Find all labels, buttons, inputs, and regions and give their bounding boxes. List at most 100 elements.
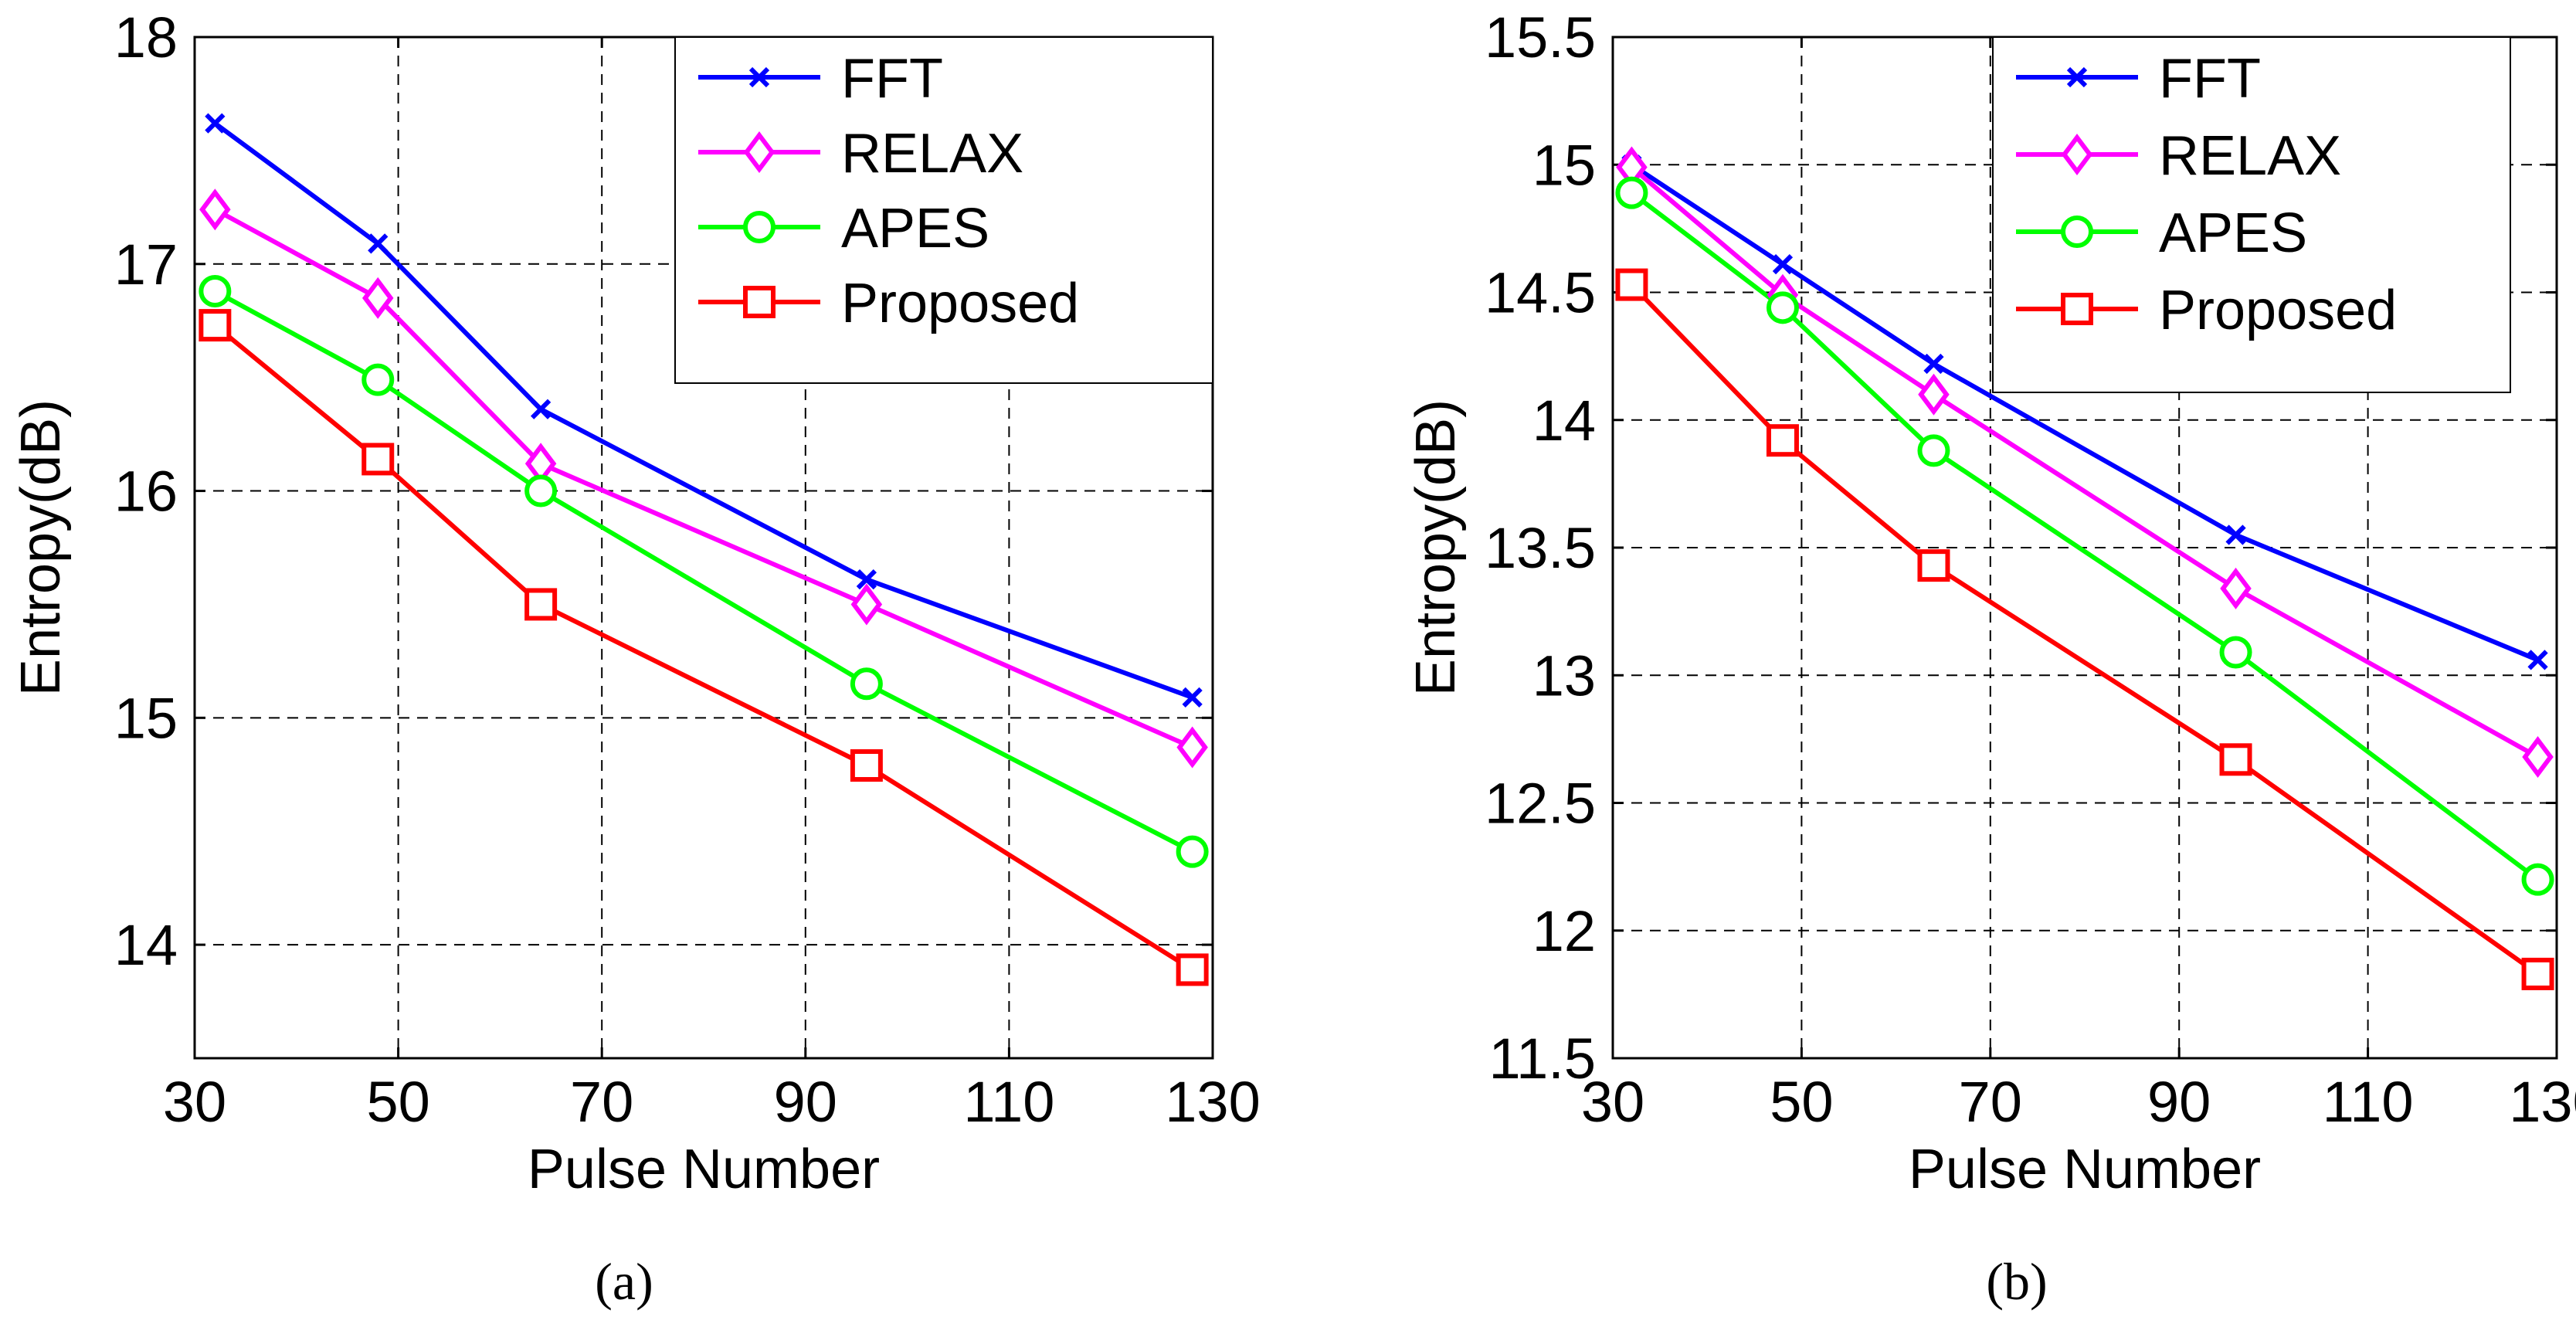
x-tick-labels: 30 50 70 90 110 130 — [1581, 1070, 2576, 1134]
y-tick-label: 11.5 — [1488, 1027, 1596, 1091]
x-tick-label: 30 — [1581, 1070, 1644, 1134]
data-point-proposed — [850, 749, 883, 782]
legend-label-apes: APES — [2159, 202, 2307, 264]
legend-marker-symbol — [748, 66, 770, 88]
data-point-fft — [368, 233, 389, 254]
legend-entry-proposed: Proposed — [2016, 280, 2397, 341]
x-tick-label: 30 — [163, 1070, 226, 1134]
x-tick-label: 130 — [2509, 1070, 2576, 1134]
x-tick-label: 110 — [963, 1070, 1054, 1134]
y-tick-labels: 14 15 16 17 18 — [114, 5, 178, 977]
data-point-relax — [1176, 726, 1208, 769]
data-point-proposed — [2219, 743, 2252, 776]
y-tick-label: 13 — [1532, 643, 1596, 708]
data-point-relax — [2220, 567, 2252, 609]
data-point-proposed — [524, 588, 558, 621]
data-point-fft — [856, 569, 877, 590]
legend-label-proposed: Proposed — [841, 273, 1079, 334]
y-axis-label: Entropy(dB) — [1405, 399, 1467, 696]
y-tick-label: 14 — [114, 913, 178, 977]
panel-caption-a: (a) — [595, 1252, 653, 1311]
y-tick-labels: 11.5 12 12.5 13 13.5 14 14.5 15 15.5 — [1485, 5, 1596, 1091]
legend-label-proposed: Proposed — [2159, 280, 2397, 341]
legend-entry-apes: APES — [2016, 202, 2307, 264]
data-point-proposed — [199, 309, 232, 342]
data-point-apes — [1766, 291, 1799, 324]
x-axis-label: Pulse Number — [528, 1139, 880, 1200]
x-tick-labels: 30 50 70 90 110 130 — [163, 1070, 1261, 1134]
legend-box — [1992, 36, 2511, 393]
x-tick-label: 70 — [570, 1070, 633, 1134]
x-tick-label: 50 — [1770, 1070, 1833, 1134]
legend-marker-fft — [748, 66, 770, 88]
legend-marker-proposed — [2061, 293, 2093, 325]
legend-marker-symbol — [743, 286, 776, 318]
data-point-apes — [1615, 176, 1648, 209]
legend-entry-relax: RELAX — [2016, 125, 2341, 187]
data-point-fft — [530, 399, 552, 419]
legend-marker-symbol — [2061, 216, 2093, 248]
chart-panel-a: 30 50 70 90 110 130 14 15 16 17 18 Pulse Number E… — [10, 5, 1261, 1311]
data-point-apes — [361, 363, 395, 396]
y-tick-label: 14 — [1532, 389, 1596, 453]
legend-marker-apes — [2061, 216, 2093, 248]
legend: FFT RELAX APES Proposed — [1992, 36, 2511, 393]
legend-marker-symbol — [743, 211, 776, 243]
legend-marker-relax — [743, 131, 776, 173]
legend-label-fft: FFT — [2159, 48, 2261, 110]
legend-marker-symbol — [2061, 293, 2093, 325]
panel-caption-b: (b) — [1986, 1252, 2047, 1311]
y-tick-label: 15 — [1532, 133, 1596, 197]
y-tick-label: 12.5 — [1485, 772, 1596, 836]
legend-marker-symbol — [2061, 134, 2093, 175]
data-point-fft — [2527, 650, 2548, 670]
legend: FFT RELAX APES Proposed — [674, 36, 1213, 384]
series-markers — [1615, 146, 2554, 990]
data-point-fft — [1182, 687, 1203, 708]
legend-label-relax: RELAX — [841, 123, 1023, 185]
legend-entry-relax: RELAX — [698, 123, 1023, 185]
data-point-apes — [2219, 636, 2252, 669]
data-point-proposed — [1917, 549, 1950, 582]
data-point-fft — [2225, 524, 2246, 545]
x-tick-label: 70 — [1959, 1070, 2022, 1134]
legend-entry-apes: APES — [698, 198, 989, 260]
data-point-apes — [524, 474, 558, 507]
x-tick-label: 110 — [2323, 1070, 2414, 1134]
data-point-relax — [199, 188, 231, 231]
y-tick-label: 13.5 — [1485, 516, 1596, 580]
legend-marker-relax — [2061, 134, 2093, 175]
data-point-proposed — [361, 443, 395, 476]
legend-label-apes: APES — [841, 198, 989, 260]
data-point-proposed — [1766, 424, 1799, 457]
x-tick-label: 50 — [366, 1070, 429, 1134]
data-point-fft — [1772, 254, 1794, 275]
legend-entry-fft: FFT — [2016, 48, 2261, 110]
data-point-relax — [1918, 373, 1950, 416]
legend-label-relax: RELAX — [2159, 125, 2341, 187]
data-point-relax — [2522, 736, 2554, 779]
data-point-apes — [199, 275, 232, 308]
legend-label-fft: FFT — [841, 48, 943, 110]
legend-marker-proposed — [743, 286, 776, 318]
y-tick-label: 15.5 — [1485, 5, 1596, 70]
legend-marker-fft — [2066, 66, 2088, 88]
data-point-apes — [850, 667, 883, 701]
data-point-proposed — [1615, 268, 1648, 301]
legend-entry-proposed: Proposed — [698, 273, 1079, 334]
legend-box — [674, 36, 1213, 384]
y-axis-label: Entropy(dB) — [10, 399, 72, 696]
data-point-fft — [205, 113, 226, 134]
legend-entry-fft: FFT — [698, 48, 943, 110]
legend-marker-symbol — [2066, 66, 2088, 88]
y-tick-label: 12 — [1532, 899, 1596, 963]
data-point-relax — [361, 277, 394, 319]
series-markers — [199, 113, 1209, 986]
data-point-relax — [850, 583, 883, 626]
data-point-apes — [1176, 835, 1209, 868]
y-tick-label: 17 — [114, 232, 178, 297]
y-tick-label: 15 — [114, 686, 178, 750]
x-tick-label: 130 — [1165, 1070, 1260, 1134]
data-point-apes — [2521, 863, 2554, 896]
